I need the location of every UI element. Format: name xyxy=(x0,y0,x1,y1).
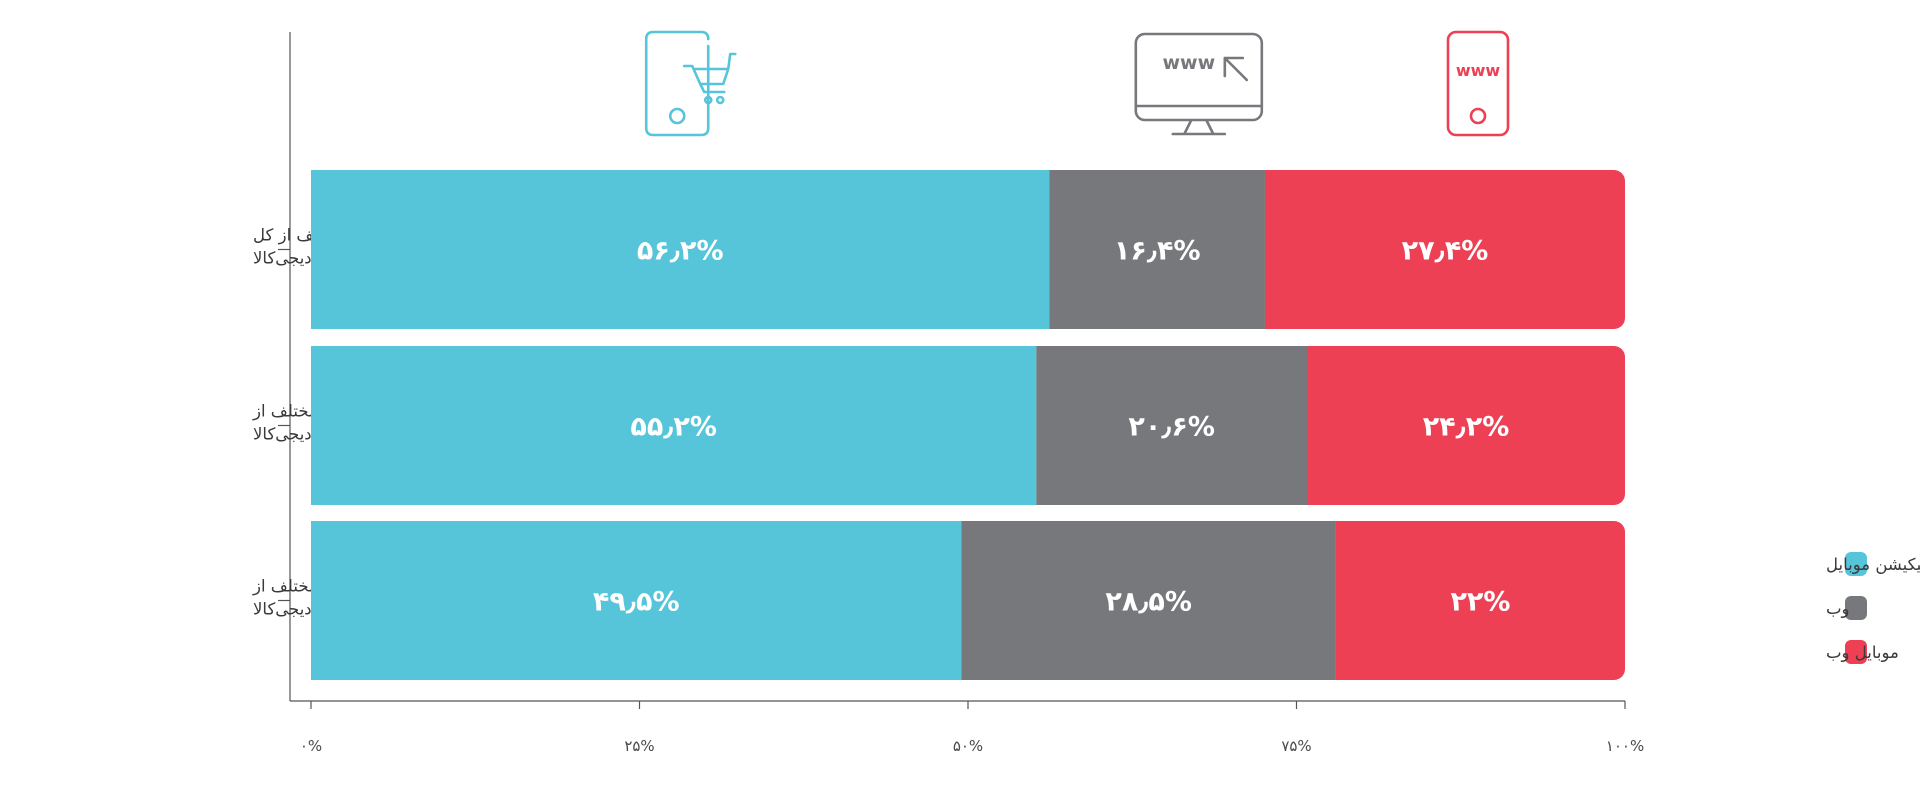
legend-label: وب xyxy=(1826,599,1850,619)
legend-label: موبایل وب xyxy=(1826,643,1899,663)
legend-label: اپلیکیشن موبایل xyxy=(1826,555,1920,575)
legend-swatch xyxy=(1845,640,1867,664)
x-tick-label: ۲۵% xyxy=(624,737,654,755)
bar-segment xyxy=(311,170,1050,329)
bar-value-label: ۲۰٫۶% xyxy=(1128,412,1215,443)
bar-row xyxy=(311,346,1625,505)
legend-swatch xyxy=(1845,596,1867,620)
bar-segment xyxy=(311,521,962,680)
legend-swatch xyxy=(1845,552,1867,576)
svg-text:www: www xyxy=(1162,52,1215,74)
bar-value-label: ۵۶٫۲% xyxy=(637,236,724,267)
bar-segment xyxy=(1335,521,1625,680)
x-tick-label: ۷۵% xyxy=(1281,737,1311,755)
bar-value-label: ۲۸٫۵% xyxy=(1105,587,1192,618)
x-tick-label: ۱۰۰% xyxy=(1606,737,1644,755)
mobile-www-icon: www xyxy=(1446,30,1510,137)
desktop-www-icon: www xyxy=(1134,32,1264,136)
bar-row xyxy=(311,521,1625,680)
bar-value-label: ۴۹٫۵% xyxy=(593,587,680,618)
svg-text:www: www xyxy=(1456,61,1501,80)
bar-value-label: ۱۶٫۴% xyxy=(1114,236,1201,267)
bar-segment xyxy=(961,521,1336,680)
x-tick-label: ۰% xyxy=(300,737,322,755)
bar-row xyxy=(311,170,1625,329)
x-tick-label: ۵۰% xyxy=(953,737,983,755)
bar-value-label: ۵۵٫۲% xyxy=(630,412,717,443)
bar-value-label: ۲۷٫۴% xyxy=(1402,236,1489,267)
bar-segment xyxy=(1307,346,1625,505)
bar-segment xyxy=(1264,170,1625,329)
mobile-cart-icon xyxy=(644,30,737,137)
bar-segment xyxy=(1049,170,1265,329)
bar-value-label: ۲۲% xyxy=(1450,587,1510,618)
bar-segment xyxy=(1036,346,1308,505)
bar-value-label: ۲۴٫۲% xyxy=(1423,412,1510,443)
bar-segment xyxy=(311,346,1037,505)
